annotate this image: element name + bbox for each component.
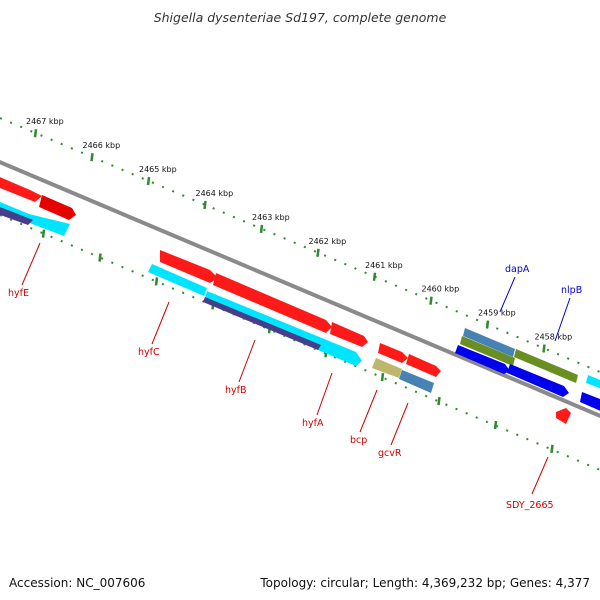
gene-label-bcp: bcp xyxy=(350,435,367,446)
gene-arrow-blue-2 xyxy=(507,364,569,397)
major-tick-inner xyxy=(380,372,385,382)
inner-ruler xyxy=(0,214,600,471)
major-tick-inner xyxy=(41,229,46,238)
major-tick-inner xyxy=(550,444,554,454)
tick-label: 2461 kbp xyxy=(365,261,403,270)
tick-label: 2464 kbp xyxy=(196,189,234,198)
map-title: Shigella dysenteriae Sd197, complete gen… xyxy=(153,10,447,25)
gene-label-hyfA: hyfA xyxy=(302,418,324,429)
label-leaders xyxy=(21,242,571,495)
gene-arrow-sdy-top xyxy=(556,408,571,424)
gene-arrow-dapA-under xyxy=(460,336,515,366)
gene-arrow-cyan-hyfC xyxy=(148,264,207,296)
gene-arrow-cyan-edge xyxy=(586,375,600,389)
reverse-features xyxy=(0,202,434,393)
gene-arrow-blue-1 xyxy=(455,345,510,374)
major-tick-outer xyxy=(372,272,377,281)
gene-label-hyfC: hyfC xyxy=(138,347,160,358)
gene-label-hyfB: hyfB xyxy=(225,385,247,396)
gene-arrow-steel-gcvR xyxy=(399,370,434,393)
forward-features xyxy=(0,177,600,424)
tick-label: 2459 kbp xyxy=(478,309,516,318)
gene-arrow-hyfE-top xyxy=(0,177,42,202)
major-tick-inner xyxy=(493,420,498,430)
gene-arrow-hyfA-top xyxy=(330,322,368,347)
gene-label-gcvR: gcvR xyxy=(378,448,402,459)
gene-arrow-purple-left xyxy=(0,206,33,225)
gene-labels: hyfE hyfC hyfB hyfA bcp gcvR SDY_2665 da… xyxy=(8,264,582,511)
tick-labels: 2467 kbp 2466 kbp 2465 kbp 2464 kbp 2463 kbp… xyxy=(26,117,572,341)
major-tick-inner xyxy=(437,396,441,406)
gene-label-hyfE: hyfE xyxy=(8,288,29,299)
gene-arrow-cyan-hyfB xyxy=(204,291,362,366)
gene-arrow-purple-hyfB xyxy=(203,297,321,350)
gene-arrow-gcvR-top xyxy=(406,354,441,377)
major-ticks xyxy=(33,129,554,454)
tick-label: 2458 kbp xyxy=(535,333,573,342)
tick-label: 2466 kbp xyxy=(83,141,121,150)
tick-label: 2467 kbp xyxy=(26,117,64,126)
gene-arrow-dapA-top xyxy=(463,328,515,357)
major-tick-outer xyxy=(33,129,38,138)
major-tick-outer xyxy=(259,224,264,234)
major-tick-outer xyxy=(146,176,151,186)
major-tick-outer xyxy=(429,296,433,305)
gene-arrow-blue-3 xyxy=(580,392,600,411)
gene-arrow-next-top xyxy=(39,195,76,220)
gene-arrow-hyfC-top xyxy=(160,250,218,283)
gene-arrow-cyan-left xyxy=(0,202,70,236)
tick-label: 2463 kbp xyxy=(252,213,290,222)
major-tick-inner xyxy=(154,277,159,286)
major-tick-outer xyxy=(90,153,94,162)
gene-arrow-hyfB-top xyxy=(213,273,332,333)
major-tick-outer xyxy=(203,200,207,210)
genome-backbone xyxy=(0,160,600,418)
tick-label: 2462 kbp xyxy=(309,237,347,246)
gene-arrow-tan-bcp xyxy=(372,358,402,378)
major-tick-outer xyxy=(485,320,490,329)
tick-label: 2465 kbp xyxy=(139,165,177,174)
topology-text: Topology: circular; Length: 4,369,232 bp… xyxy=(260,576,590,590)
gene-label-dapA: dapA xyxy=(505,264,530,275)
tick-label: 2460 kbp xyxy=(422,285,460,294)
gene-arrow-nlpB-top xyxy=(514,349,578,383)
major-tick-outer xyxy=(316,248,320,257)
gene-arrow-bcp-top xyxy=(378,343,408,363)
major-tick-outer xyxy=(542,344,546,353)
gene-label-SDY_2665: SDY_2665 xyxy=(506,500,554,511)
major-tick-inner xyxy=(98,253,102,262)
accession-text: Accession: NC_007606 xyxy=(9,576,146,590)
gene-label-nlpB: nlpB xyxy=(561,285,582,296)
